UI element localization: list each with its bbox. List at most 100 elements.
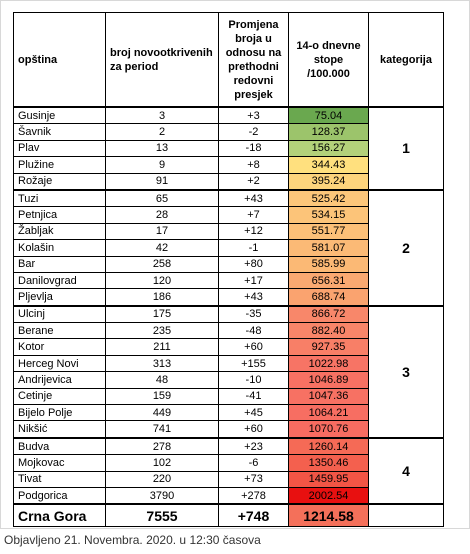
cell: 449 [105,404,219,422]
row: Danilovgrad 120 +17 656.31 [13,271,444,290]
row: Pljevlja 186 +43 688.74 [13,288,444,307]
cell: 235 [105,322,219,340]
cell: 1022.98 [288,354,369,373]
footer: Objavljeno 21. Novembra. 2020. u 12:30 č… [4,533,261,547]
cell: Tuzi [13,188,106,208]
cell: 17 [105,222,219,241]
cell: 534.15 [288,206,369,224]
cell: -41 [218,387,289,406]
row: Tuzi 65 +43 525.42 2 [13,188,444,307]
row: Tivat 220 +73 1459.95 [13,470,444,488]
cell: 120 [105,271,219,290]
cell: 1350.46 [288,454,369,472]
cell: Žabljak [13,222,106,241]
cell: Mojkovac [13,454,106,472]
cell: +80 [218,255,289,273]
cell: 186 [105,288,219,307]
cell: -48 [218,322,289,340]
header-cell: 14-o dnevne stope /100.000 [288,12,369,108]
cell: 313 [105,354,219,373]
cell: Plav [13,139,106,158]
cell: Gusinje [13,106,106,125]
table: opština broj novootkrivenih za period Pr… [13,12,444,528]
cell: 525.42 [288,188,369,208]
row: Gusinje 3 +3 75.04 1 [13,106,444,191]
category-cell: 1 [368,106,444,191]
cell: 395.24 [288,172,369,191]
cell: 156.27 [288,139,369,158]
cell: 278 [105,436,219,456]
cell: +73 [218,470,289,488]
header-cell: broj novootkrivenih za period [105,12,219,108]
cell: Podgorica [13,486,106,505]
row: Plužine 9 +8 344.43 [13,156,444,174]
cell: +17 [218,271,289,290]
cell: +43 [218,288,289,307]
row: Rožaje 91 +2 395.24 [13,172,444,191]
cell: 75.04 [288,106,369,125]
cell: Rožaje [13,172,106,191]
cell: 688.74 [288,288,369,307]
header-row: opština broj novootkrivenih za period Pr… [13,12,444,108]
cell: +748 [218,503,289,528]
cell: 1064.21 [288,404,369,422]
cell: Herceg Novi [13,354,106,373]
cell: 9 [105,156,219,174]
cell: +43 [218,188,289,208]
cell: 3 [105,106,219,125]
cell: 48 [105,371,219,389]
cell: Petnjica [13,206,106,224]
row: Šavnik 2 -2 128.37 [13,123,444,141]
cell: -10 [218,371,289,389]
cell: 159 [105,387,219,406]
cell: 2 [105,123,219,141]
header-cell: Promjena broja u odnosu na prethodni red… [218,12,289,108]
header-cell: kategorija [368,12,444,108]
cell: 581.07 [288,239,369,257]
cell: 102 [105,454,219,472]
cell: Danilovgrad [13,271,106,290]
cell: +7 [218,206,289,224]
total-row: Crna Gora 7555 +748 1214.58 [13,503,444,528]
cell: Berane [13,322,106,340]
cell: 128.37 [288,123,369,141]
category-cell: 4 [368,436,444,505]
cell: 1214.58 [288,503,369,528]
cell: +8 [218,156,289,174]
header-cell: opština [13,12,106,108]
cell: +3 [218,106,289,125]
row: Andrijevica 48 -10 1046.89 [13,371,444,389]
cell: 656.31 [288,271,369,290]
cell: Ulcinj [13,304,106,324]
cell: 741 [105,420,219,439]
cell: 882.40 [288,322,369,340]
category-cell: 3 [368,304,444,439]
cell: 1260.14 [288,436,369,456]
cell: +60 [218,338,289,356]
cell: 551.77 [288,222,369,241]
row: Herceg Novi 313 +155 1022.98 [13,354,444,373]
cell: Kotor [13,338,106,356]
cell: +2 [218,172,289,191]
cell: Šavnik [13,123,106,141]
cell: 1459.95 [288,470,369,488]
cell: Budva [13,436,106,456]
cell: -2 [218,123,289,141]
cell: Bijelo Polje [13,404,106,422]
cell: +278 [218,486,289,505]
cell: Plužine [13,156,106,174]
cell: -18 [218,139,289,158]
row: Ulcinj 175 -35 866.72 3 [13,304,444,439]
cell: 1047.36 [288,387,369,406]
cell: Kolašin [13,239,106,257]
row: Kolašin 42 -1 581.07 [13,239,444,257]
cell: 220 [105,470,219,488]
row: Bijelo Polje 449 +45 1064.21 [13,404,444,422]
cell: +45 [218,404,289,422]
cell: 211 [105,338,219,356]
cell: +60 [218,420,289,439]
cell: 2002.54 [288,486,369,505]
cell: 585.99 [288,255,369,273]
cell: 65 [105,188,219,208]
